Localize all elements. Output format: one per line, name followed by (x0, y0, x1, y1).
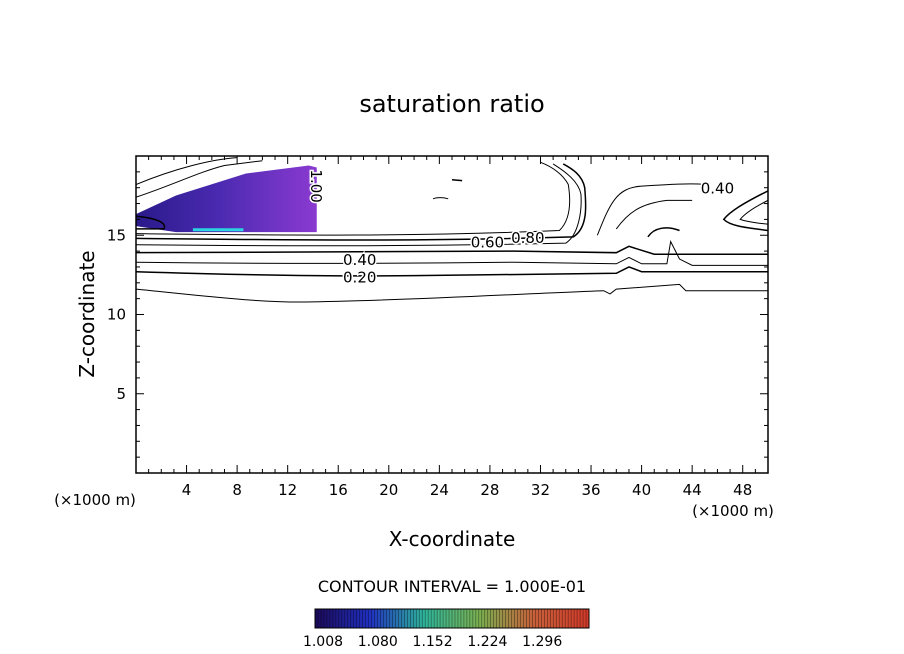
contour-line (136, 157, 238, 185)
y-tick-label: 5 (116, 385, 126, 403)
contour-line (615, 199, 693, 230)
contour-line (136, 215, 166, 230)
y-axis-label: Z-coordinate (75, 250, 99, 377)
y-tick-label: 15 (107, 226, 126, 244)
colorbar-tick-label: 1.152 (413, 634, 453, 650)
contour-label: 1.00 (307, 169, 325, 202)
contour-line (136, 163, 582, 247)
chart-title: saturation ratio (359, 90, 544, 118)
contour-line (136, 266, 768, 277)
contour-line (136, 240, 768, 266)
x-tick-label: 40 (632, 481, 651, 499)
contour-line (136, 283, 768, 303)
x-axis-label: X-coordinate (389, 527, 516, 551)
x-tick-label: 28 (480, 481, 499, 499)
x-tick-label: 36 (581, 481, 600, 499)
colorbar-tick-label: 1.080 (358, 634, 398, 650)
contour-line (136, 161, 571, 236)
x-axis-ticks: 4 8 12 16 20 24 28 32 36 40 44 48 (148, 156, 756, 499)
x-tick-label: 24 (430, 481, 449, 499)
contour-line (451, 179, 463, 182)
y-tick-label: 10 (107, 306, 126, 324)
x-tick-label: 8 (232, 481, 242, 499)
x-tick-label: 12 (278, 481, 297, 499)
x-tick-label: 4 (182, 481, 192, 499)
contour-label: 0.40 (701, 180, 734, 198)
colorbar-tick-label: 1.224 (467, 634, 507, 650)
filled-contour-region (136, 165, 317, 233)
colorbar-tick-label: 1.008 (303, 634, 343, 650)
contour-line (136, 160, 263, 198)
x-tick-label: 44 (683, 481, 702, 499)
colorbar-tick-label: 1.296 (522, 634, 562, 650)
contour-line (647, 227, 680, 238)
x-tick-label: 16 (329, 481, 348, 499)
contour-line (432, 197, 449, 200)
contour-line (596, 183, 705, 236)
x-tick-label: 48 (733, 481, 752, 499)
contour-label: 0.80 (511, 229, 544, 247)
contour-label: 0.20 (343, 268, 376, 286)
contour-labels: 0.200.400.60 0.800.401.00 (305, 168, 735, 288)
contour-label: 0.40 (343, 251, 376, 269)
contour-lines (136, 157, 768, 303)
contour-line (136, 163, 587, 241)
contour-line (136, 245, 768, 256)
colorbar-stripes (317, 609, 587, 628)
x-unit-label-left: (×1000 m) (54, 491, 136, 509)
contour-interval-text: CONTOUR INTERVAL = 1.000E-01 (318, 577, 586, 596)
contour-line (722, 190, 768, 232)
x-tick-label: 32 (531, 481, 550, 499)
contour-label: 0.60 (471, 234, 504, 252)
x-tick-label: 20 (379, 481, 398, 499)
contour-line (739, 199, 768, 225)
y-axis-ticks: 5 10 15 (107, 171, 768, 458)
colorbar-tick-labels: 1.008 1.080 1.152 1.224 1.296 (303, 634, 562, 650)
x-unit-label-right: (×1000 m) (692, 502, 774, 520)
